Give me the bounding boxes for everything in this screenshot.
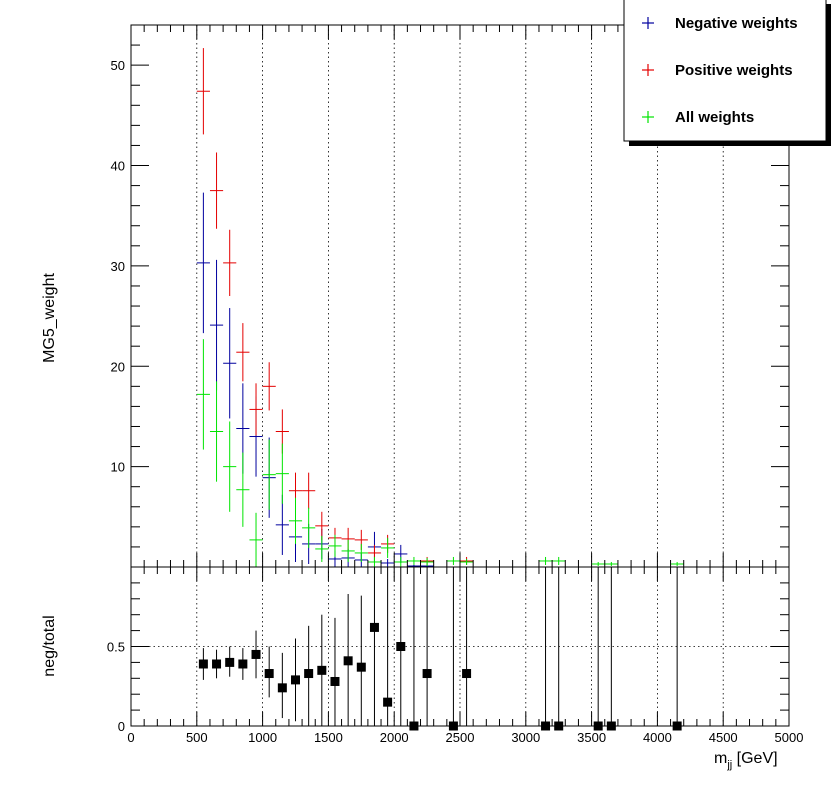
x-tick-label: 500 <box>186 730 208 745</box>
ratio-point <box>356 662 366 672</box>
data-marks <box>196 48 684 731</box>
x-tick-label: 3500 <box>577 730 606 745</box>
x-tick-label: 3000 <box>511 730 540 745</box>
ratio-point <box>396 642 406 651</box>
ratio-point <box>317 665 327 675</box>
x-axis-title-subscript: jj <box>726 759 732 771</box>
ratio-point <box>264 669 274 679</box>
ratio-grid <box>131 567 789 726</box>
x-axis-title-symbol: m <box>714 750 727 767</box>
ratio-point <box>462 669 472 679</box>
legend-label: Positive weights <box>675 62 793 79</box>
x-tick-label: 1500 <box>314 730 343 745</box>
x-tick-label: 4500 <box>709 730 738 745</box>
tick-labels: 0 500 1000 1500 2000 2500 3000 3500 4000 4500 5000… <box>107 58 804 745</box>
ratio-point <box>225 657 235 667</box>
x-tick-label: 2500 <box>446 730 475 745</box>
ratio-point <box>291 675 300 685</box>
ratio-point <box>422 669 432 679</box>
x-tick-label: 4000 <box>643 730 672 745</box>
legend-box <box>623 0 827 142</box>
x-axis-title-unit: [GeV] <box>732 750 777 767</box>
ratio-point <box>304 669 314 679</box>
ratio-point <box>212 659 222 669</box>
svg-text:mjj [GeV]: mjj [GeV] <box>714 750 778 771</box>
y-tick-label-main: 30 <box>111 259 125 274</box>
y-tick-label-main: 50 <box>111 58 125 73</box>
ratio-point <box>238 659 248 669</box>
y-axis-title-main: MG5_weight <box>41 273 58 363</box>
ratio-point <box>383 697 393 707</box>
ratio-point <box>369 622 379 632</box>
y-tick-label-ratio: 0 <box>118 719 125 734</box>
ratio-point <box>343 656 353 666</box>
legend-label: All weights <box>675 109 754 126</box>
legend: Negative weights Positive weights All weig… <box>623 0 831 146</box>
y-tick-label-ratio: 0.5 <box>107 640 125 655</box>
x-tick-label: 2000 <box>380 730 409 745</box>
y-tick-label-main: 10 <box>111 460 125 475</box>
y-tick-label-main: 40 <box>111 159 125 174</box>
x-tick-label: 5000 <box>775 730 804 745</box>
x-tick-label: 1000 <box>248 730 277 745</box>
y-tick-label-main: 20 <box>111 359 125 374</box>
ratio-point <box>251 649 261 659</box>
ratio-point <box>198 659 208 669</box>
ratio-point <box>330 676 340 686</box>
ratio-point <box>277 683 287 693</box>
x-axis-title: mjj [GeV] <box>714 750 778 771</box>
y-axis-title-ratio: neg/total <box>41 615 58 676</box>
legend-label: Negative weights <box>675 15 798 32</box>
x-tick-label: 0 <box>127 730 134 745</box>
